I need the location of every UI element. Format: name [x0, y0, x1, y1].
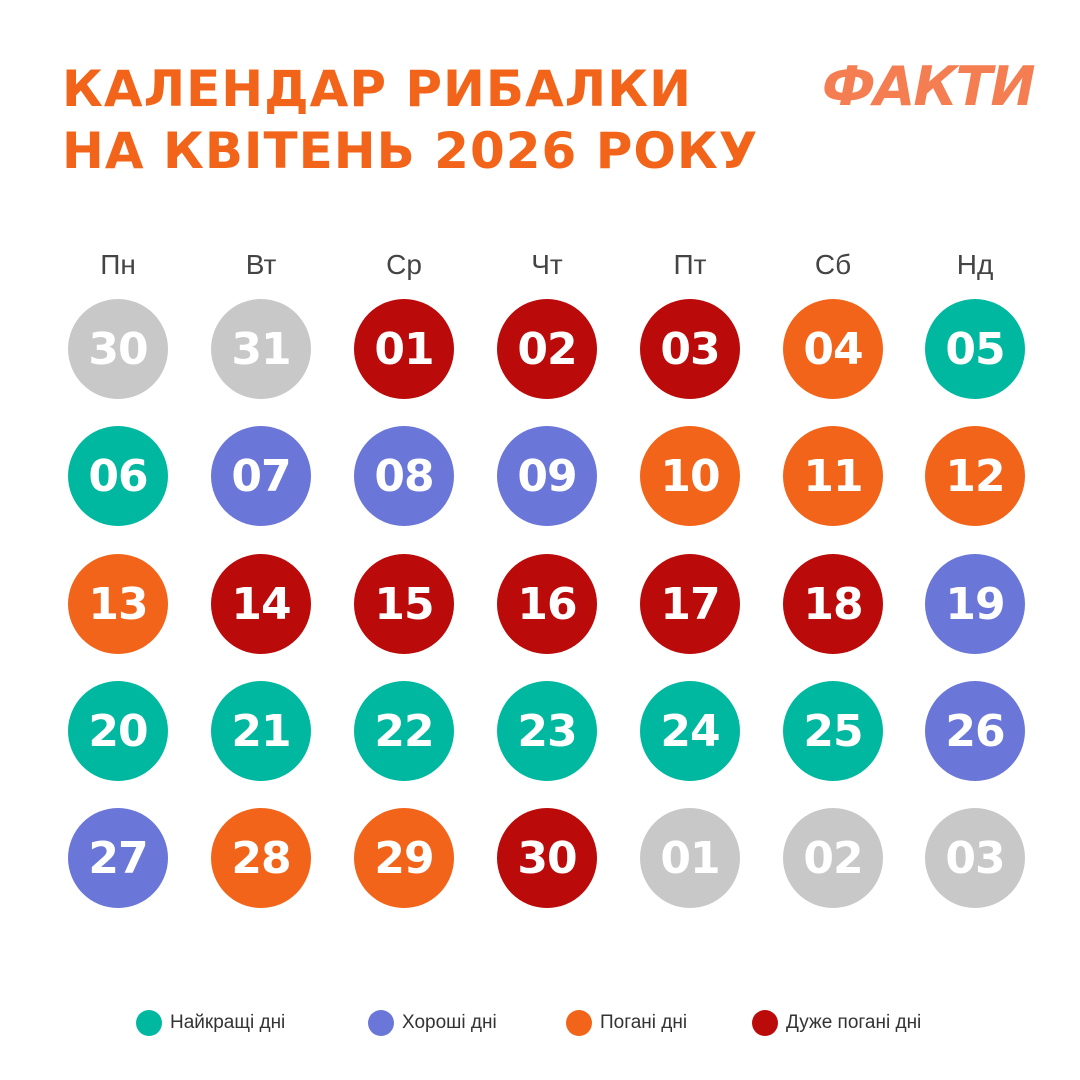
day-circle-good: 09 [497, 426, 597, 526]
legend-label: Дуже погані дні [786, 1012, 922, 1033]
title-line-2: НА КВІТЕНЬ 2026 РОКУ [62, 122, 759, 180]
day-circle-other: 01 [640, 808, 740, 908]
day-circle-bad: 10 [640, 426, 740, 526]
legend: Найкращі дні Хороші дні Погані дні Дуже пог… [0, 1008, 1080, 1038]
legend-dot-icon [566, 1010, 592, 1036]
day-circle-other: 30 [68, 299, 168, 399]
day-circle-good: 27 [68, 808, 168, 908]
weekday-label: Ср [386, 249, 422, 280]
legend-label: Хороші дні [402, 1012, 497, 1033]
day-circle-very-bad: 03 [640, 299, 740, 399]
day-circle-bad: 12 [925, 426, 1025, 526]
day-circle-very-bad: 16 [497, 554, 597, 654]
weekday-header: Пн Вт Ср Чт Пт Сб Нд [0, 248, 1080, 282]
day-circle-good: 19 [925, 554, 1025, 654]
title-line-1: КАЛЕНДАР РИБАЛКИ [62, 60, 692, 118]
day-circle-very-bad: 17 [640, 554, 740, 654]
day-circle-best: 25 [783, 681, 883, 781]
day-circle-very-bad: 15 [354, 554, 454, 654]
day-circle-best: 23 [497, 681, 597, 781]
day-circle-good: 08 [354, 426, 454, 526]
page-title: КАЛЕНДАР РИБАЛКИ НА КВІТЕНЬ 2026 РОКУ [62, 58, 758, 182]
day-circle-bad: 28 [211, 808, 311, 908]
day-circle-very-bad: 01 [354, 299, 454, 399]
day-circle-best: 24 [640, 681, 740, 781]
day-circle-good: 26 [925, 681, 1025, 781]
day-circle-good: 07 [211, 426, 311, 526]
legend-dot-icon [368, 1010, 394, 1036]
day-circle-best: 21 [211, 681, 311, 781]
weekday-label: Пт [673, 249, 707, 280]
legend-label: Погані дні [600, 1012, 688, 1033]
legend-item-bad: Погані дні [566, 1008, 687, 1038]
fakty-logo: ФАКТИ [822, 55, 1036, 118]
legend-dot-icon [752, 1010, 778, 1036]
day-circle-other: 03 [925, 808, 1025, 908]
day-circle-best: 06 [68, 426, 168, 526]
weekday-label: Сб [814, 249, 852, 280]
legend-label: Найкращі дні [170, 1012, 286, 1033]
day-circle-best: 22 [354, 681, 454, 781]
day-circle-bad: 04 [783, 299, 883, 399]
weekday-label: Вт [245, 249, 277, 280]
day-circle-very-bad: 30 [497, 808, 597, 908]
legend-dot-icon [136, 1010, 162, 1036]
day-circle-bad: 13 [68, 554, 168, 654]
day-circle-very-bad: 02 [497, 299, 597, 399]
day-circle-very-bad: 18 [783, 554, 883, 654]
day-circle-best: 20 [68, 681, 168, 781]
legend-item-good: Хороші дні [368, 1008, 497, 1038]
day-circle-bad: 29 [354, 808, 454, 908]
weekday-label: Нд [956, 249, 994, 280]
weekday-label: Пн [100, 249, 136, 280]
day-circle-other: 31 [211, 299, 311, 399]
day-circle-best: 05 [925, 299, 1025, 399]
day-circle-other: 02 [783, 808, 883, 908]
legend-item-very-bad: Дуже погані дні [752, 1008, 921, 1038]
legend-item-best: Найкращі дні [136, 1008, 285, 1038]
day-circle-very-bad: 14 [211, 554, 311, 654]
weekday-label: Чт [531, 249, 563, 280]
day-circle-bad: 11 [783, 426, 883, 526]
